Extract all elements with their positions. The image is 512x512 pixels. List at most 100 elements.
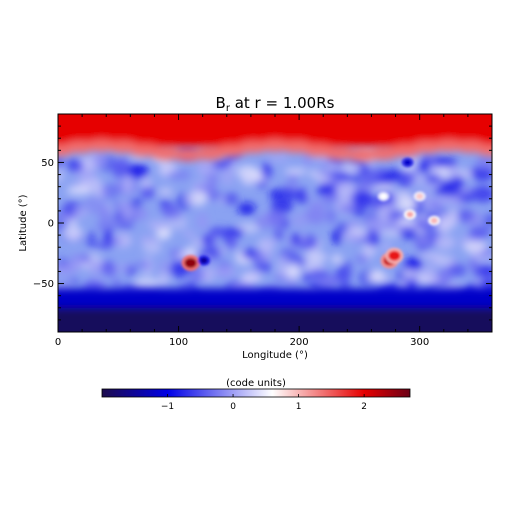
field-patch [70,254,86,271]
field-patch [58,266,77,274]
colorbar-label: (code units) [226,378,286,389]
field-patch [336,264,347,275]
field-patch [262,247,273,262]
field-patch [280,218,290,229]
field-patch [468,257,478,272]
field-patch [323,194,336,205]
field-patch [87,231,97,250]
active-region [404,159,412,166]
colorbar-tick-label: 1 [296,402,302,412]
field-patch [256,180,268,188]
field-patch [433,195,455,206]
field-patch [382,242,391,252]
field-patch [112,279,122,289]
field-patch [366,228,380,247]
field-patch [304,252,328,262]
field-patch [270,199,294,214]
field-patch [309,200,326,212]
field-patch [185,191,195,205]
x-tick-label: 200 [290,337,309,348]
field-patch [202,235,214,246]
colorbar-tick-labels: −1 0 1 2 [161,402,367,412]
active-region [406,211,414,218]
active-region [184,257,197,268]
field-patch [158,187,173,197]
south-polar-cap [58,307,492,332]
field-patch [470,166,492,182]
field-patch [342,232,363,242]
field-patch [273,187,298,202]
field-patch [273,228,284,241]
field-patch [196,212,209,230]
field-patch [220,169,235,186]
colorbar-tick-label: −1 [161,402,174,412]
field-patch [226,233,238,251]
field-patch [418,252,442,259]
active-region [380,193,387,200]
field-patch [202,266,214,284]
field-patch [134,276,159,293]
field-patch [308,170,319,177]
field-patch [369,247,378,254]
field-patch [339,205,362,212]
field-patch [469,225,492,239]
x-axis-label: Longitude (°) [242,350,308,361]
field-patch [395,190,410,199]
north-cap-edge [476,144,492,157]
field-patch [286,264,301,279]
field-patch [72,206,89,219]
field-patch [241,174,256,186]
field-patch [285,277,298,289]
field-patch [335,181,355,199]
field-patch [337,222,350,233]
field-patch [425,172,443,185]
field-patch [159,199,170,206]
field-patch [254,249,264,261]
field-patch [476,154,492,170]
y-tick-label: 0 [48,219,54,230]
y-axis-tick-labels: −50 0 50 [33,158,54,290]
polar-caps [58,114,492,332]
x-axis-ticks [57,114,493,332]
field-patch [127,163,149,179]
field-patch [139,236,157,244]
active-region [388,250,401,261]
y-tick-label: 50 [41,158,54,169]
field-patch [316,278,337,289]
field-patch [471,185,492,203]
field-patch [58,279,75,286]
field-patch [237,202,256,216]
heatmap-plot [58,114,492,332]
field-patch [451,175,465,188]
field-patch [214,248,223,260]
x-tick-label: 300 [410,337,429,348]
x-axis-tick-labels: 0 100 200 300 [55,337,429,348]
field-patch [83,196,107,214]
field-patch [369,269,384,283]
field-patch [421,224,433,232]
field-patch [346,220,362,229]
y-axis-label: Latitude (°) [18,194,29,251]
field-patch [66,186,91,195]
field-patch [296,237,318,249]
colorbar-tick-label: 0 [230,402,236,412]
field-patch [296,187,307,204]
field-patch [404,257,423,271]
field-patch [412,239,424,247]
field-patch [363,218,383,232]
field-patch [448,263,467,277]
field-patch [163,207,183,220]
field-patch [212,266,236,277]
colorbar-tick-label: 2 [361,402,367,412]
field-patch [67,158,84,173]
active-region [200,257,208,264]
field-patch [141,177,152,189]
chart-title-main: B [216,94,226,112]
field-patch [261,162,272,180]
chart-title: Br at r = 1.00Rs [216,94,335,114]
field-patch [397,197,417,211]
field-patch [482,268,492,275]
field-patch [287,174,299,182]
field-patch [112,160,129,178]
active-region [430,217,438,224]
